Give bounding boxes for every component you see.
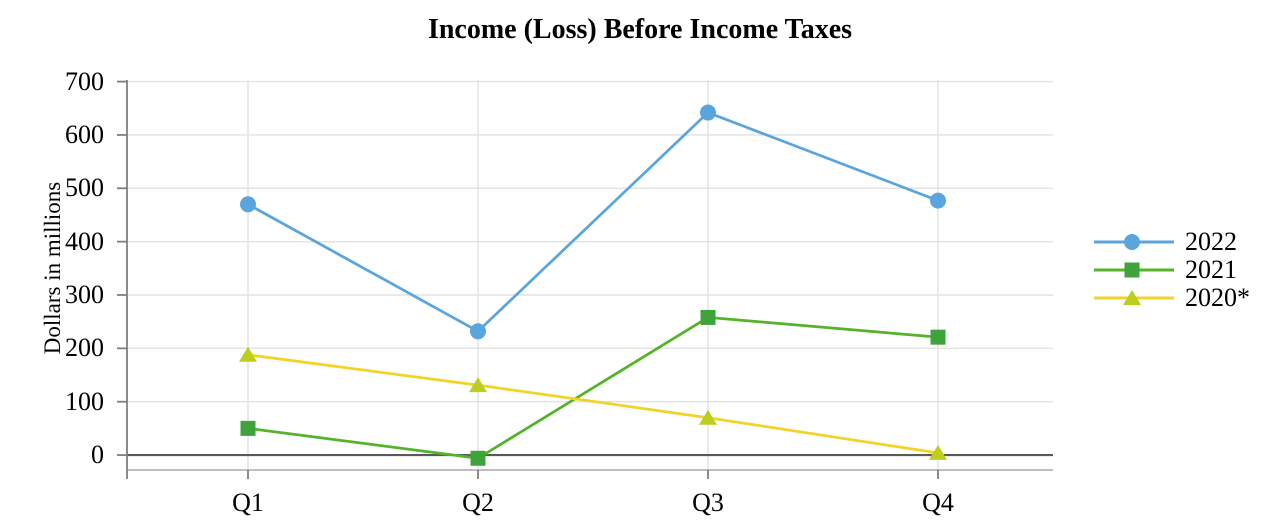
legend-label: 2021: [1185, 255, 1237, 284]
x-tick-label-Q2: Q2: [462, 488, 494, 517]
series-2021-marker-Q3: [700, 309, 716, 325]
legend-label: 2022: [1185, 227, 1237, 256]
legend-label: 2020*: [1185, 283, 1250, 312]
chart-title: Income (Loss) Before Income Taxes: [427, 14, 853, 45]
legend-marker-circle-icon: [1124, 234, 1140, 250]
x-tick-label-Q3: Q3: [692, 488, 724, 517]
y-tick-label: 600: [65, 119, 104, 149]
series-2020*-marker-Q1: [239, 346, 257, 362]
series-2021-line: [247, 316, 939, 460]
series-2021-marker-Q4: [930, 329, 946, 345]
series-2020*-marker-Q2: [469, 377, 487, 393]
x-tick-label-Q1: Q1: [232, 488, 264, 517]
legend-triangle-icon: [1094, 290, 1174, 305]
legend-marker-square-icon: [1124, 262, 1140, 278]
y-tick-label: 400: [65, 226, 104, 256]
series-2022-marker-Q3: [700, 104, 716, 121]
y-tick-label: 200: [65, 333, 104, 363]
series-2022-line: [247, 111, 939, 333]
legend-marker-triangle-icon: [1123, 290, 1141, 305]
legend-item-2020*: 2020*: [1088, 284, 1250, 312]
legend-item-2022: 2022: [1088, 228, 1250, 256]
x-tick-label-Q4: Q4: [922, 488, 954, 517]
series-2021-marker-Q2: [470, 450, 486, 466]
legend-square-icon: [1094, 262, 1174, 278]
legend: 2022 2021 2020*: [1088, 228, 1250, 312]
series-2022: [240, 104, 946, 340]
y-tick-label: 100: [65, 386, 104, 416]
series-2020*-marker-Q4: [929, 444, 947, 460]
y-tick-label: 0: [91, 440, 104, 470]
series-2022-marker-Q4: [930, 192, 946, 209]
y-tick-label: 300: [65, 280, 104, 309]
legend-circle-icon: [1094, 234, 1174, 250]
axes: [117, 80, 1053, 479]
y-tick-label: 500: [65, 173, 104, 203]
series-2020*-marker-Q3: [699, 409, 717, 425]
legend-item-2021: 2021: [1088, 256, 1250, 284]
series-2020*: [239, 346, 947, 460]
gridlines: [127, 80, 1053, 470]
series-2021-marker-Q1: [240, 420, 256, 436]
series-2022-marker-Q1: [240, 196, 256, 213]
series-2020*-line: [247, 353, 939, 455]
series-2022-marker-Q2: [470, 323, 486, 340]
y-tick-label: 700: [65, 66, 104, 96]
series-2021: [240, 309, 946, 466]
